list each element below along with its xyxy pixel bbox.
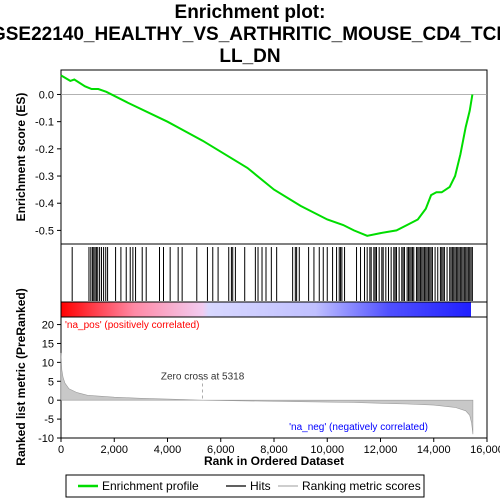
x-tick-label: 6,000 — [207, 444, 235, 456]
metric-y-tick-label: 10 — [42, 357, 54, 369]
es-y-ticks: 0.0 -0.1 -0.2 -0.3 -0.4 -0.5 — [35, 89, 61, 237]
x-tick-label: 4,000 — [154, 444, 182, 456]
legend: Enrichment profile Hits Ranking metric s… — [65, 474, 425, 498]
es-y-axis-title: Enrichment score (ES) — [14, 93, 28, 222]
x-tick-label: 14,000 — [417, 444, 451, 456]
x-axis-ticks: 0 2,000 4,000 6,000 8,000 10,000 12,000 14,000 1… — [58, 438, 500, 456]
x-tick-label: 0 — [58, 444, 64, 456]
es-y-tick-label: -0.1 — [35, 117, 54, 129]
x-tick-label: 8,000 — [260, 444, 288, 456]
legend-metric-label: Ranking metric scores — [302, 479, 421, 493]
es-y-tick-label: -0.2 — [35, 144, 54, 156]
x-tick-label: 16,000 — [470, 444, 500, 456]
metric-y-tick-label: -5 — [44, 414, 54, 426]
metric-y-tick-label: -10 — [38, 433, 54, 445]
neg-correlated-label: 'na_neg' (negatively correlated) — [289, 422, 428, 433]
enrichment-profile-line — [60, 74, 474, 237]
chart-title-line-3: LL_DN — [219, 46, 280, 67]
legend-hits-label: Hits — [250, 479, 271, 493]
x-axis-title: Rank in Ordered Dataset — [204, 454, 344, 468]
hits-marks — [71, 247, 473, 301]
metric-y-tick-label: 0 — [48, 395, 54, 407]
metric-y-tick-label: 5 — [48, 376, 54, 388]
metric-y-ticks: 20 15 10 5 0 -5 -10 — [38, 320, 61, 445]
chart-title-line-2: GSE22140_HEALTHY_VS_ARTHRITIC_MOUSE_CD4_… — [0, 24, 500, 45]
x-tick-label: 12,000 — [364, 444, 398, 456]
rank-color-bar — [61, 302, 471, 317]
chart-title-line-1: Enrichment plot: — [175, 2, 326, 23]
es-y-tick-label: -0.5 — [35, 225, 54, 237]
metric-panel-frame — [60, 316, 488, 439]
metric-y-tick-label: 20 — [42, 320, 54, 332]
es-y-tick-label: -0.3 — [35, 171, 54, 183]
es-y-tick-label: 0.0 — [39, 89, 54, 101]
es-panel-frame — [60, 69, 488, 245]
metric-y-axis-title: Ranked list metric (PreRanked) — [14, 288, 28, 465]
x-tick-label: 10,000 — [310, 444, 344, 456]
metric-y-tick-label: 15 — [42, 338, 54, 350]
pos-correlated-label: 'na_pos' (positively correlated) — [65, 320, 199, 331]
ranking-metric-area — [60, 352, 474, 435]
zero-cross-label: Zero cross at 5318 — [161, 371, 245, 382]
es-y-tick-label: -0.4 — [35, 198, 54, 210]
legend-enrichment-label: Enrichment profile — [102, 479, 199, 493]
x-tick-label: 2,000 — [100, 444, 128, 456]
